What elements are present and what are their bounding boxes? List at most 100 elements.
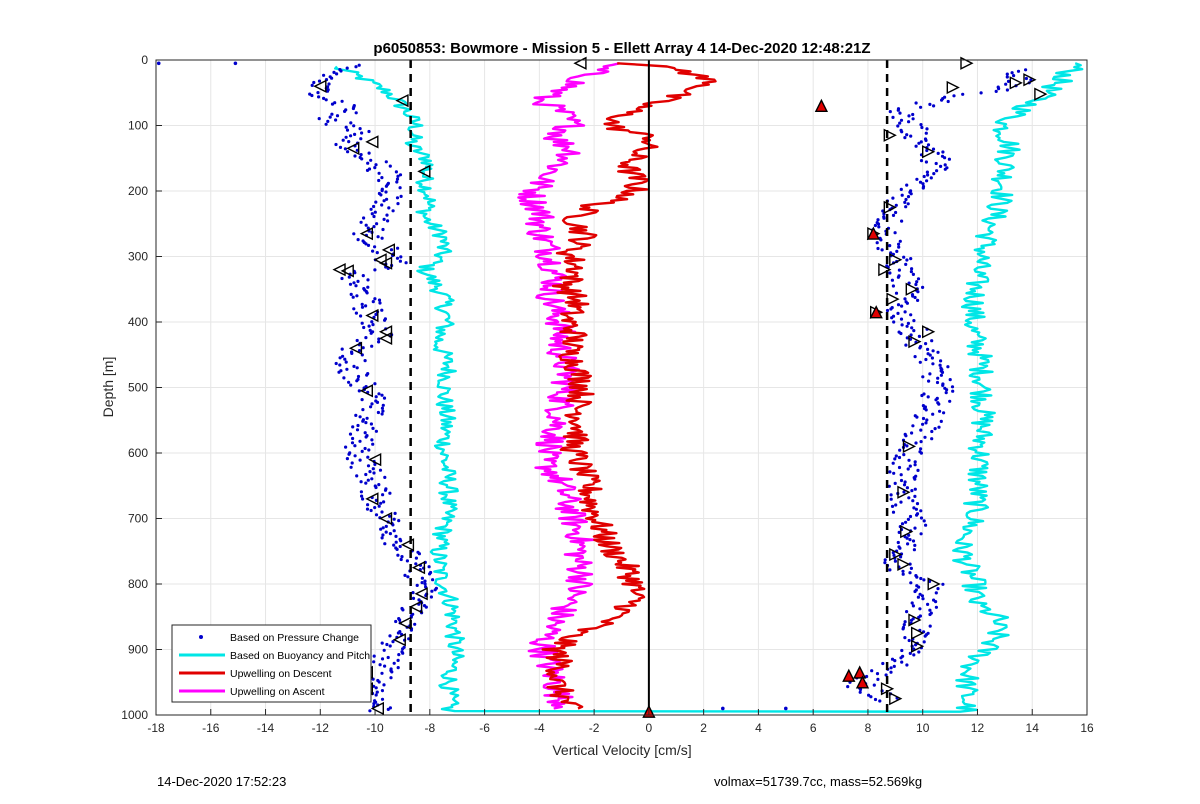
pressure-dot: [424, 585, 428, 589]
pressure-dot: [920, 393, 924, 398]
pressure-dot: [908, 538, 912, 542]
pressure-dot: [327, 82, 331, 86]
pressure-dot: [360, 131, 364, 135]
pressure-dot: [997, 87, 1001, 91]
right-triangle-marker: [897, 485, 911, 499]
pressure-dot: [375, 400, 380, 404]
pressure-outlier-dot: [721, 706, 725, 711]
pressure-dot: [941, 150, 945, 154]
pressure-dot: [924, 421, 928, 425]
pressure-dot: [899, 656, 903, 660]
pressure-dot: [360, 494, 364, 498]
pressure-dot: [915, 280, 919, 284]
pressure-dot: [378, 663, 382, 667]
pressure-dot: [413, 622, 417, 626]
pressure-dot: [424, 605, 428, 609]
chart-title: p6050853: Bowmore - Mission 5 - Ellett A…: [373, 40, 870, 57]
pressure-dot: [374, 429, 378, 433]
legend-label: Based on Buoyancy and Pitch: [230, 650, 370, 662]
pressure-dot: [937, 402, 941, 406]
pressure-dot: [371, 467, 375, 471]
pressure-dot: [911, 272, 916, 276]
pressure-dot: [892, 664, 896, 669]
pressure-dot: [380, 671, 384, 675]
pressure-dot: [343, 147, 347, 151]
pressure-dot: [366, 478, 370, 482]
pressure-dot: [396, 174, 400, 178]
pressure-dot: [322, 73, 326, 77]
pressure-dot: [900, 648, 904, 653]
left-triangle-marker: [313, 79, 327, 93]
pressure-dot: [910, 601, 914, 605]
pressure-dot: [386, 707, 390, 712]
pressure-dot: [902, 453, 906, 457]
pressure-dot: [375, 222, 379, 226]
pressure-dot: [420, 576, 424, 580]
pressure-dot: [936, 350, 940, 354]
pressure-dot: [929, 176, 933, 180]
pressure-dot: [913, 355, 917, 359]
pressure-dot: [389, 248, 394, 252]
pressure-dot: [352, 124, 356, 128]
pressure-dot: [373, 297, 377, 301]
pressure-dot: [372, 214, 376, 219]
pressure-dot: [326, 119, 330, 123]
pressure-dot: [359, 153, 363, 157]
left-triangle-marker: [346, 141, 360, 156]
pressure-dot: [367, 151, 371, 155]
pressure-dot: [355, 379, 359, 383]
pressure-dot: [411, 591, 415, 595]
pressure-dot: [427, 565, 431, 569]
pressure-dot: [350, 441, 355, 445]
pressure-dot: [898, 448, 902, 452]
pressure-dot: [433, 588, 437, 592]
x-tick-label: 10: [916, 721, 930, 735]
pressure-dot: [915, 575, 919, 579]
ticks: -18 -16 -14 -12 -10 -8 -6 -4 -2 0 2 4 6 8 10 12 14 16 0 100…: [121, 53, 1094, 735]
pressure-dot: [350, 351, 354, 355]
pressure-dot: [364, 481, 368, 485]
pressure-dot: [908, 571, 912, 575]
pressure-dot: [344, 125, 348, 129]
pressure-dot: [928, 372, 932, 376]
pressure-dot: [359, 480, 363, 484]
pressure-dot: [381, 403, 385, 407]
pressure-dot: [890, 504, 895, 508]
pressure-dot: [384, 524, 388, 529]
pressure-dot: [386, 655, 390, 660]
pressure-dot: [902, 490, 906, 494]
pressure-dot: [900, 130, 904, 134]
pressure-dot: [392, 517, 396, 521]
pressure-dot: [893, 457, 897, 461]
x-tick-label: -10: [366, 721, 384, 735]
pressure-dot: [382, 500, 386, 504]
pressure-dot: [873, 223, 878, 228]
pressure-dot: [921, 182, 925, 186]
plot-area: -18 -16 -14 -12 -10 -8 -6 -4 -2 0 2 4 6 8 10 12 14 16 0 100…: [121, 53, 1094, 735]
pressure-dot: [415, 583, 419, 588]
pressure-dot: [921, 416, 926, 421]
pressure-dot: [352, 307, 356, 311]
pressure-dot: [941, 582, 945, 586]
pressure-dot: [428, 572, 432, 576]
pressure-dot: [898, 121, 902, 125]
pressure-dot: [378, 301, 382, 305]
pressure-dot: [897, 268, 902, 272]
x-tick-label: 12: [971, 721, 985, 735]
pressure-dot: [364, 223, 368, 227]
legend-label: Based on Pressure Change: [230, 632, 359, 644]
pressure-dot: [931, 412, 935, 416]
pressure-dot: [345, 128, 350, 132]
right-triangle-marker: [922, 325, 936, 339]
pressure-dot: [888, 271, 892, 275]
pressure-dot: [391, 640, 395, 644]
pressure-dot: [931, 362, 935, 366]
pressure-dot: [897, 465, 902, 470]
pressure-dot: [357, 63, 361, 67]
pressure-dot: [423, 579, 427, 583]
pressure-dot: [909, 134, 913, 138]
pressure-dot: [892, 553, 896, 558]
x-tick-label: 14: [1026, 721, 1040, 735]
legend-marker-dot: [199, 635, 203, 639]
pressure-dot: [979, 91, 983, 95]
